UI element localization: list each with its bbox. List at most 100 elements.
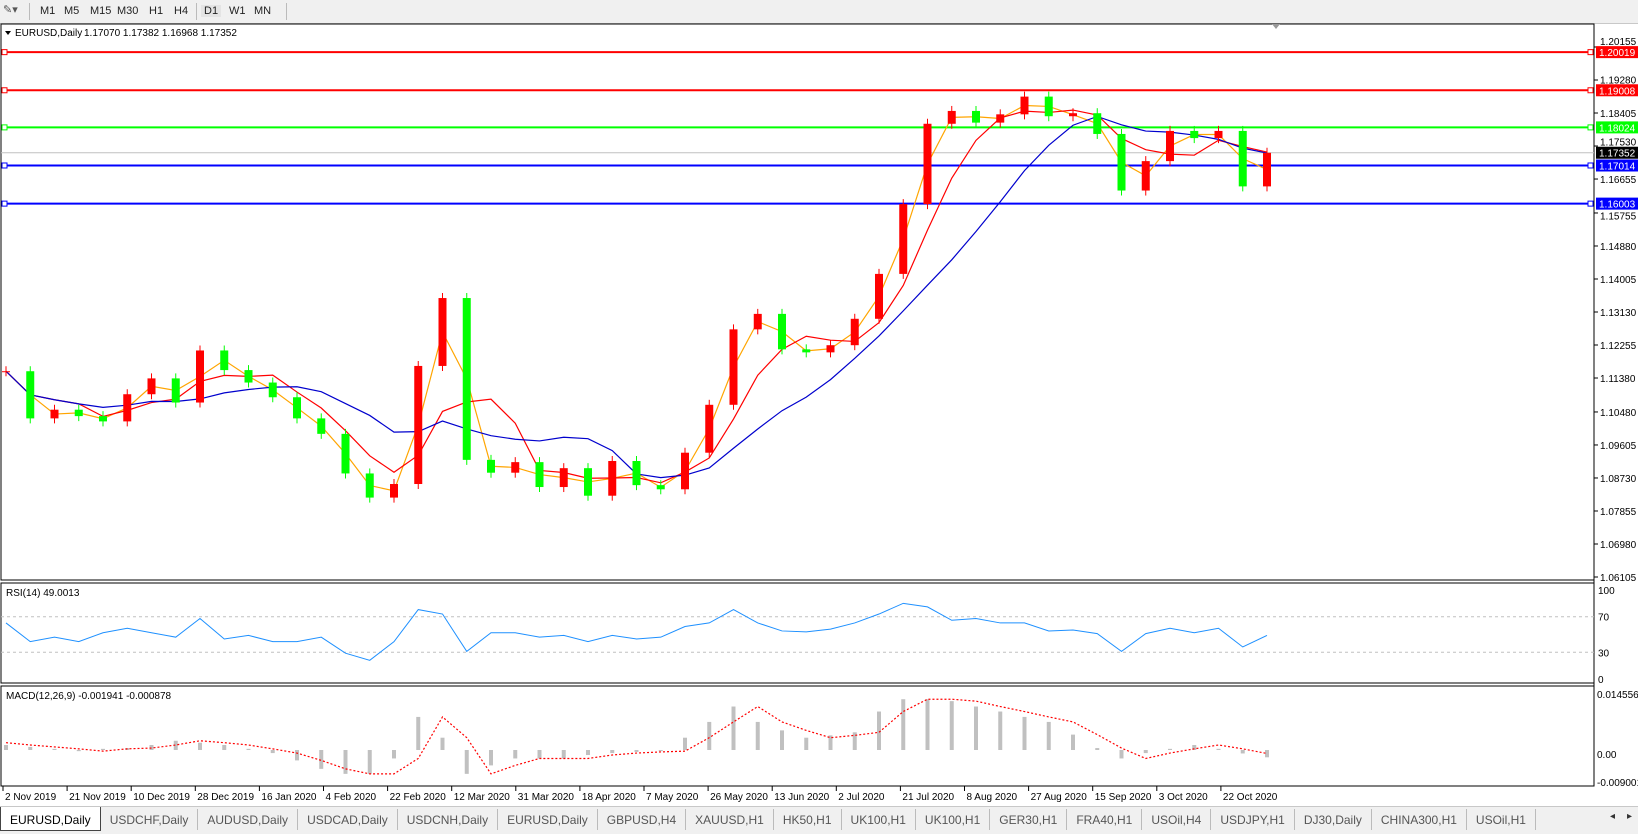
timeframe-h1[interactable]: H1 xyxy=(149,5,164,17)
macd-histogram-bar xyxy=(198,742,202,750)
chart-shift-marker-icon[interactable] xyxy=(1272,24,1280,29)
timeframe-mn[interactable]: MN xyxy=(254,5,272,17)
chart-window[interactable]: EURUSD,Daily 1.17070 1.17382 1.16968 1.1… xyxy=(0,0,1638,806)
candle-body xyxy=(365,473,374,498)
candle-body xyxy=(414,365,423,485)
level-anchor-icon xyxy=(1587,87,1594,94)
chart-tab[interactable]: USDCHF,Daily xyxy=(101,809,199,830)
date-tick-label: 8 Aug 2020 xyxy=(967,792,1018,803)
candle-body xyxy=(535,462,544,488)
macd-histogram-bar xyxy=(149,744,154,750)
candle-body xyxy=(875,273,883,319)
chart-tab[interactable]: USDCAD,Daily xyxy=(298,809,398,830)
chart-tab[interactable]: HK50,H1 xyxy=(774,809,842,830)
level-price-text: 1.16003 xyxy=(1599,200,1636,211)
candle-body xyxy=(1166,130,1174,162)
timeframe-m30[interactable]: M30 xyxy=(117,5,139,17)
rsi-tick-label: 70 xyxy=(1598,613,1610,624)
tab-scroll-right-icon[interactable]: ▸ xyxy=(1626,811,1632,822)
macd-histogram-bar xyxy=(1240,750,1245,754)
chart-tab[interactable]: GER30,H1 xyxy=(990,809,1068,830)
chart-tab[interactable]: USOil,H4 xyxy=(1142,809,1212,830)
chart-tab[interactable]: GBPUSD,H4 xyxy=(598,809,687,830)
tab-scroll-left-icon[interactable]: ◂ xyxy=(1609,811,1615,822)
candle-body xyxy=(196,350,204,403)
candle-body xyxy=(632,461,641,486)
price-tick-label: 1.18405 xyxy=(1600,109,1637,120)
macd-histogram-bar xyxy=(76,750,81,752)
price-tick-label: 1.17530 xyxy=(1600,138,1637,149)
candle-body xyxy=(390,484,398,498)
rsi-line xyxy=(5,602,1268,661)
chart-tab[interactable]: DJ30,Daily xyxy=(1295,809,1372,830)
macd-histogram-bar xyxy=(804,737,809,750)
timeframe-d1[interactable]: D1 xyxy=(201,5,222,17)
macd-histogram-bar xyxy=(270,750,275,754)
timeframe-h4[interactable]: H4 xyxy=(174,5,189,17)
chart-tab[interactable]: EURUSD,Daily xyxy=(498,809,598,830)
macd-histogram-bar xyxy=(707,721,712,750)
macd-histogram-bar xyxy=(28,746,33,750)
candle-body xyxy=(341,433,350,474)
macd-histogram-bar xyxy=(173,740,178,750)
timeframe-m15[interactable]: M15 xyxy=(90,5,112,17)
timeframe-w1[interactable]: W1 xyxy=(229,5,246,17)
macd-histogram-bar xyxy=(367,750,372,774)
level-anchor-icon xyxy=(1,162,8,169)
chart-tab[interactable]: UK100,H1 xyxy=(842,809,916,830)
chart-tab[interactable]: CHINA300,H1 xyxy=(1372,809,1467,830)
chart-tab[interactable]: USDCNH,Daily xyxy=(398,809,499,830)
candles xyxy=(2,91,1271,503)
macd-histogram-bar xyxy=(852,732,857,750)
macd-label: MACD(12,26,9) -0.001941 -0.000878 xyxy=(6,691,172,702)
chart-tab[interactable]: USDJPY,H1 xyxy=(1211,809,1295,830)
rsi-panel[interactable] xyxy=(0,582,1595,684)
price-tick-label: 1.14880 xyxy=(1600,242,1637,253)
rsi-label: RSI(14) 49.0013 xyxy=(6,588,80,599)
date-tick-label: 26 May 2020 xyxy=(710,792,768,803)
candle-body xyxy=(123,394,132,422)
macd-histogram-bar xyxy=(683,737,687,750)
candle-body xyxy=(996,114,1005,123)
chart-tab[interactable]: XAUUSD,H1 xyxy=(686,809,774,830)
date-tick-label: 27 Aug 2020 xyxy=(1031,792,1088,803)
chart-tab[interactable]: EURUSD,Daily xyxy=(0,807,101,831)
macd-panel[interactable] xyxy=(0,685,1595,787)
timeframe-m1[interactable]: M1 xyxy=(40,5,56,17)
macd-histogram-bar xyxy=(755,721,760,750)
macd-histogram-bar xyxy=(1143,750,1148,754)
level-price-tag xyxy=(1596,121,1638,134)
date-tick-label: 12 Mar 2020 xyxy=(454,792,511,803)
date-tick-label: 22 Feb 2020 xyxy=(390,792,447,803)
timeframe-m5[interactable]: M5 xyxy=(64,5,80,17)
macd-tick-label: 0.014556 xyxy=(1597,690,1638,701)
chart-tab[interactable]: FRA40,H1 xyxy=(1067,809,1143,830)
candle-body xyxy=(26,371,35,419)
chart-tab[interactable]: UK100,H1 xyxy=(916,809,991,830)
chart-tab[interactable]: AUDUSD,Daily xyxy=(198,809,299,830)
macd-histogram-bar xyxy=(1216,748,1221,750)
macd-histogram-bar xyxy=(416,716,421,750)
price-panel[interactable] xyxy=(0,23,1595,581)
macd-histogram-bar xyxy=(610,750,615,754)
candle-body xyxy=(1214,130,1223,139)
level-price-text: 1.18024 xyxy=(1599,123,1636,134)
date-tick-label: 22 Oct 2020 xyxy=(1223,792,1278,803)
price-tick-label: 1.08730 xyxy=(1600,474,1637,485)
chart-title: EURUSD,Daily xyxy=(15,28,82,39)
level-price-text: 1.19008 xyxy=(1599,86,1636,97)
bid-price-tag xyxy=(1596,146,1638,159)
macd-signal-line xyxy=(5,698,1268,775)
macd-histogram-bar xyxy=(901,699,906,750)
macd-histogram-bar xyxy=(1046,721,1051,750)
horizontal-levels[interactable] xyxy=(1,49,1594,207)
chart-menu-triangle-icon[interactable] xyxy=(5,31,11,35)
candle-body xyxy=(705,404,714,453)
candle-body xyxy=(584,468,592,496)
chart-tab[interactable]: USOil,H1 xyxy=(1467,809,1536,830)
price-tick-label: 1.15755 xyxy=(1600,212,1637,223)
candle-body xyxy=(608,461,617,496)
macd-histogram-bar xyxy=(537,750,542,759)
drawing-tools-icon[interactable]: ✎▾ xyxy=(3,4,18,16)
candle-body xyxy=(268,382,277,398)
